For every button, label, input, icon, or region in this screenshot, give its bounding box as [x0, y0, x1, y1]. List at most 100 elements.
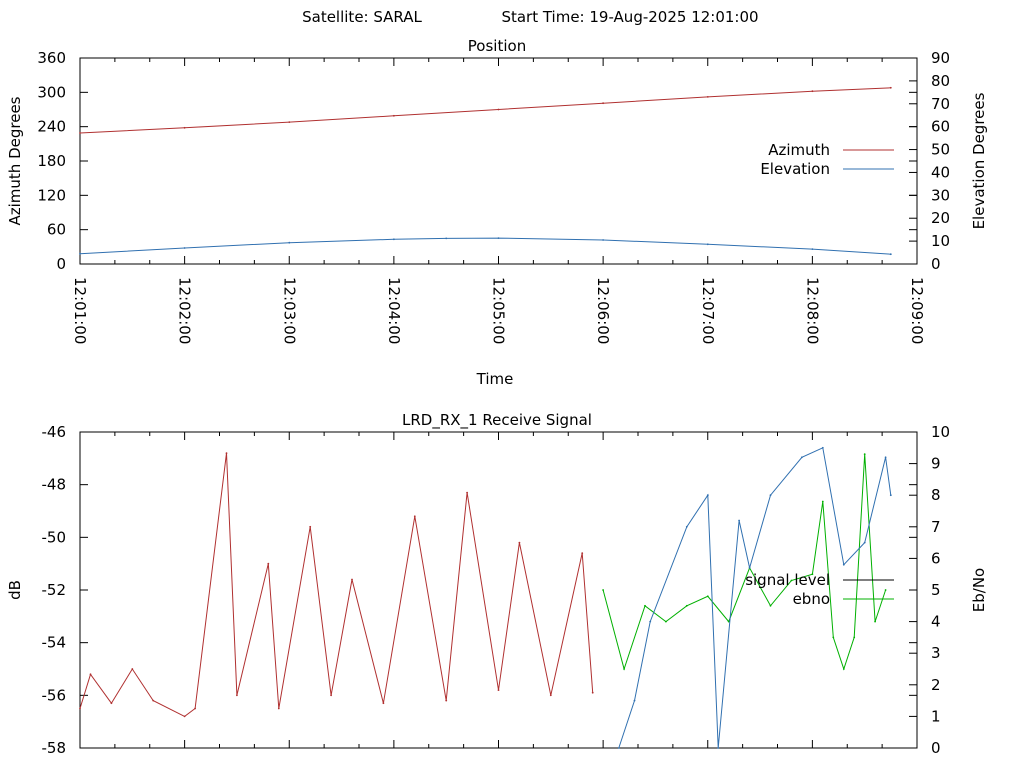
series-point: [706, 96, 709, 98]
series-point: [309, 525, 312, 528]
series-point: [183, 715, 186, 718]
series-point: [685, 525, 688, 528]
series-point: [152, 699, 155, 702]
series-point: [602, 102, 604, 105]
series-point: [236, 694, 238, 697]
position-chart-title: Position: [468, 37, 526, 55]
series-point: [821, 446, 824, 449]
series-line-2: [79, 237, 891, 255]
y2-tick-label: 70: [931, 95, 950, 113]
y2-tick-label: 60: [931, 118, 950, 136]
y-tick-label: -54: [42, 634, 67, 652]
series-point: [288, 241, 291, 244]
series-point: [623, 668, 625, 670]
signal-ylabel: dB: [6, 580, 24, 600]
signal-y2label: Eb/No: [970, 568, 988, 612]
y-tick-label: -56: [42, 686, 67, 704]
series-point: [602, 589, 604, 591]
signal-tick-group: -58 -56 -54 -52 -50 -48 -46 0 1 2 3 4 5 6 7 8 9 10: [42, 423, 951, 757]
signal-chart-title: LRD_RX_1 Receive Signal: [402, 411, 592, 430]
series-point: [497, 108, 500, 111]
series-point: [874, 620, 876, 623]
x-tick-label: 12:07:00: [699, 277, 717, 344]
series-point: [288, 121, 291, 123]
y-tick-label: 300: [37, 83, 66, 101]
series-point: [497, 237, 500, 240]
y2-tick-label: 10: [931, 423, 950, 441]
series-point: [842, 563, 845, 566]
series-point: [717, 747, 720, 749]
series-point: [445, 237, 448, 240]
series-line-3: [618, 447, 892, 749]
legend-label: signal level: [745, 571, 830, 589]
series-point: [811, 90, 814, 93]
y2-tick-label: 30: [931, 186, 950, 204]
x-tick-label: 12:01:00: [71, 277, 89, 344]
series-point: [413, 515, 416, 518]
y-tick-label: 180: [37, 152, 66, 170]
series-point: [889, 494, 892, 497]
series-point: [769, 604, 772, 607]
series-line-1: [79, 453, 594, 717]
y2-tick-label: 2: [931, 676, 941, 694]
series-point: [649, 620, 652, 623]
position-tick-group: 0 60 120 180 240 300 360 0 10 20 30 40 50 60 70 80 90 12:…: [37, 49, 950, 344]
position-y2label: Elevation Degrees: [970, 92, 988, 229]
legend-label: Elevation: [760, 160, 830, 178]
series-point: [330, 694, 332, 697]
series-point: [769, 494, 772, 497]
y-tick-label: -52: [42, 581, 67, 599]
legend-label: Azimuth: [768, 141, 830, 159]
y-tick-label: -48: [42, 476, 67, 494]
series-point: [633, 699, 636, 702]
series-point: [706, 243, 709, 246]
series-point: [889, 86, 892, 89]
series-point: [727, 620, 730, 623]
series-point: [393, 114, 395, 117]
series-point: [591, 691, 594, 694]
series-point: [863, 541, 866, 544]
y2-tick-label: 4: [931, 613, 941, 631]
series-point: [706, 494, 709, 497]
y2-tick-label: 5: [931, 581, 941, 599]
series-point: [497, 689, 500, 691]
series-point: [644, 604, 646, 607]
y2-tick-label: 20: [931, 209, 950, 227]
series-point: [549, 694, 552, 697]
y2-tick-label: 10: [931, 232, 950, 250]
series-point: [685, 604, 688, 607]
y2-tick-label: 0: [931, 739, 941, 757]
y2-tick-label: 1: [931, 707, 941, 725]
legend-label: ebno: [793, 590, 830, 608]
series-point: [131, 668, 134, 670]
series-point: [863, 453, 866, 455]
start-time-label: Start Time: 19-Aug-2025 12:01:00: [501, 8, 758, 26]
series-point: [790, 579, 793, 582]
series-point: [110, 702, 113, 705]
series-point: [351, 578, 353, 581]
x-tick-label: 12:05:00: [490, 277, 508, 344]
y2-tick-label: 90: [931, 49, 950, 67]
series-point: [665, 620, 667, 623]
y-tick-label: -58: [42, 739, 67, 757]
series-point: [884, 589, 887, 591]
series-point: [445, 699, 448, 702]
y-tick-label: -50: [42, 528, 67, 546]
y-tick-label: -46: [42, 423, 67, 441]
y-tick-label: 120: [37, 186, 66, 204]
series-point: [842, 668, 845, 670]
y2-tick-label: 3: [931, 644, 941, 662]
series-point: [884, 456, 887, 459]
series-point: [889, 253, 892, 256]
series-point: [183, 126, 186, 129]
series-point: [821, 500, 824, 503]
series-point: [581, 552, 584, 554]
signal-series-group: [79, 446, 892, 749]
x-tick-label: 12:08:00: [803, 277, 821, 344]
series-point: [706, 595, 709, 598]
signal-plot-frame: [79, 431, 918, 749]
y2-tick-label: 40: [931, 163, 950, 181]
